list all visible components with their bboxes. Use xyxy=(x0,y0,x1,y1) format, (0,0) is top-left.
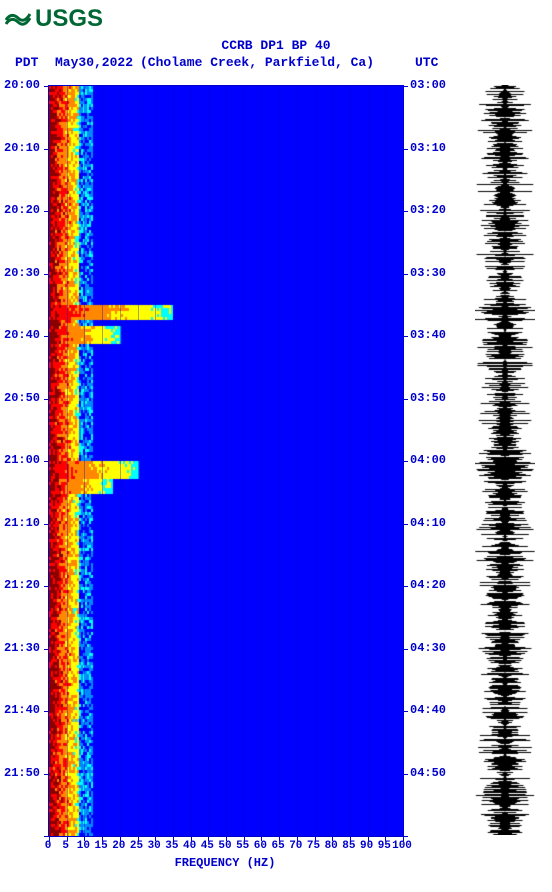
left-time-label: 21:50 xyxy=(4,766,40,780)
x-tick-label: 10 xyxy=(77,840,90,852)
logo-text: USGS xyxy=(35,5,103,33)
left-time-label: 20:30 xyxy=(4,266,40,280)
chart-title: CCRB DP1 BP 40 xyxy=(0,38,552,53)
right-time-label: 04:50 xyxy=(410,766,446,780)
left-time-label: 21:00 xyxy=(4,453,40,467)
right-time-axis: 03:0003:1003:2003:3003:4003:5004:0004:10… xyxy=(410,85,452,835)
left-tz-label: PDT xyxy=(15,55,38,70)
x-tick-label: 5 xyxy=(62,840,69,852)
right-time-label: 04:40 xyxy=(410,703,446,717)
x-tick-label: 75 xyxy=(307,840,320,852)
right-time-label: 04:20 xyxy=(410,578,446,592)
left-time-label: 21:30 xyxy=(4,641,40,655)
x-tick-label: 100 xyxy=(392,840,412,852)
right-time-label: 04:10 xyxy=(410,516,446,530)
left-time-label: 20:20 xyxy=(4,203,40,217)
x-tick-label: 85 xyxy=(342,840,355,852)
left-time-label: 20:50 xyxy=(4,391,40,405)
date-label: May30,2022 xyxy=(55,55,133,70)
x-tick-label: 30 xyxy=(148,840,161,852)
x-tick-label: 65 xyxy=(271,840,284,852)
x-tick-label: 90 xyxy=(360,840,373,852)
left-time-label: 21:10 xyxy=(4,516,40,530)
left-time-label: 20:00 xyxy=(4,78,40,92)
right-time-label: 04:00 xyxy=(410,453,446,467)
right-time-label: 03:00 xyxy=(410,78,446,92)
waveform-panel xyxy=(475,85,535,835)
left-time-axis: 20:0020:1020:2020:3020:4020:5021:0021:10… xyxy=(4,85,46,835)
x-tick-label: 55 xyxy=(236,840,249,852)
x-tick-label: 0 xyxy=(45,840,52,852)
x-tick-label: 60 xyxy=(254,840,267,852)
x-tick-label: 25 xyxy=(130,840,143,852)
x-tick-label: 20 xyxy=(112,840,125,852)
spectrogram-plot xyxy=(48,85,404,837)
right-time-label: 03:30 xyxy=(410,266,446,280)
x-tick-label: 95 xyxy=(378,840,391,852)
right-time-label: 04:30 xyxy=(410,641,446,655)
right-time-label: 03:40 xyxy=(410,328,446,342)
x-tick-label: 70 xyxy=(289,840,302,852)
right-tz-label: UTC xyxy=(415,55,438,70)
x-axis-title: FREQUENCY (HZ) xyxy=(48,856,402,870)
x-tick-label: 45 xyxy=(201,840,214,852)
x-axis-labels: 0510152025303540455055606570758085909510… xyxy=(48,840,402,854)
left-time-label: 20:10 xyxy=(4,141,40,155)
left-time-label: 20:40 xyxy=(4,328,40,342)
right-time-label: 03:10 xyxy=(410,141,446,155)
left-time-label: 21:20 xyxy=(4,578,40,592)
right-time-label: 03:50 xyxy=(410,391,446,405)
wave-icon xyxy=(5,5,31,33)
x-tick-label: 80 xyxy=(325,840,338,852)
waveform-canvas xyxy=(475,85,535,835)
right-time-label: 03:20 xyxy=(410,203,446,217)
left-time-label: 21:40 xyxy=(4,703,40,717)
x-tick-label: 15 xyxy=(94,840,107,852)
usgs-logo: USGS xyxy=(5,5,103,33)
location-label: (Cholame Creek, Parkfield, Ca) xyxy=(140,55,374,70)
x-tick-label: 40 xyxy=(183,840,196,852)
x-tick-label: 50 xyxy=(218,840,231,852)
x-tick-label: 35 xyxy=(165,840,178,852)
